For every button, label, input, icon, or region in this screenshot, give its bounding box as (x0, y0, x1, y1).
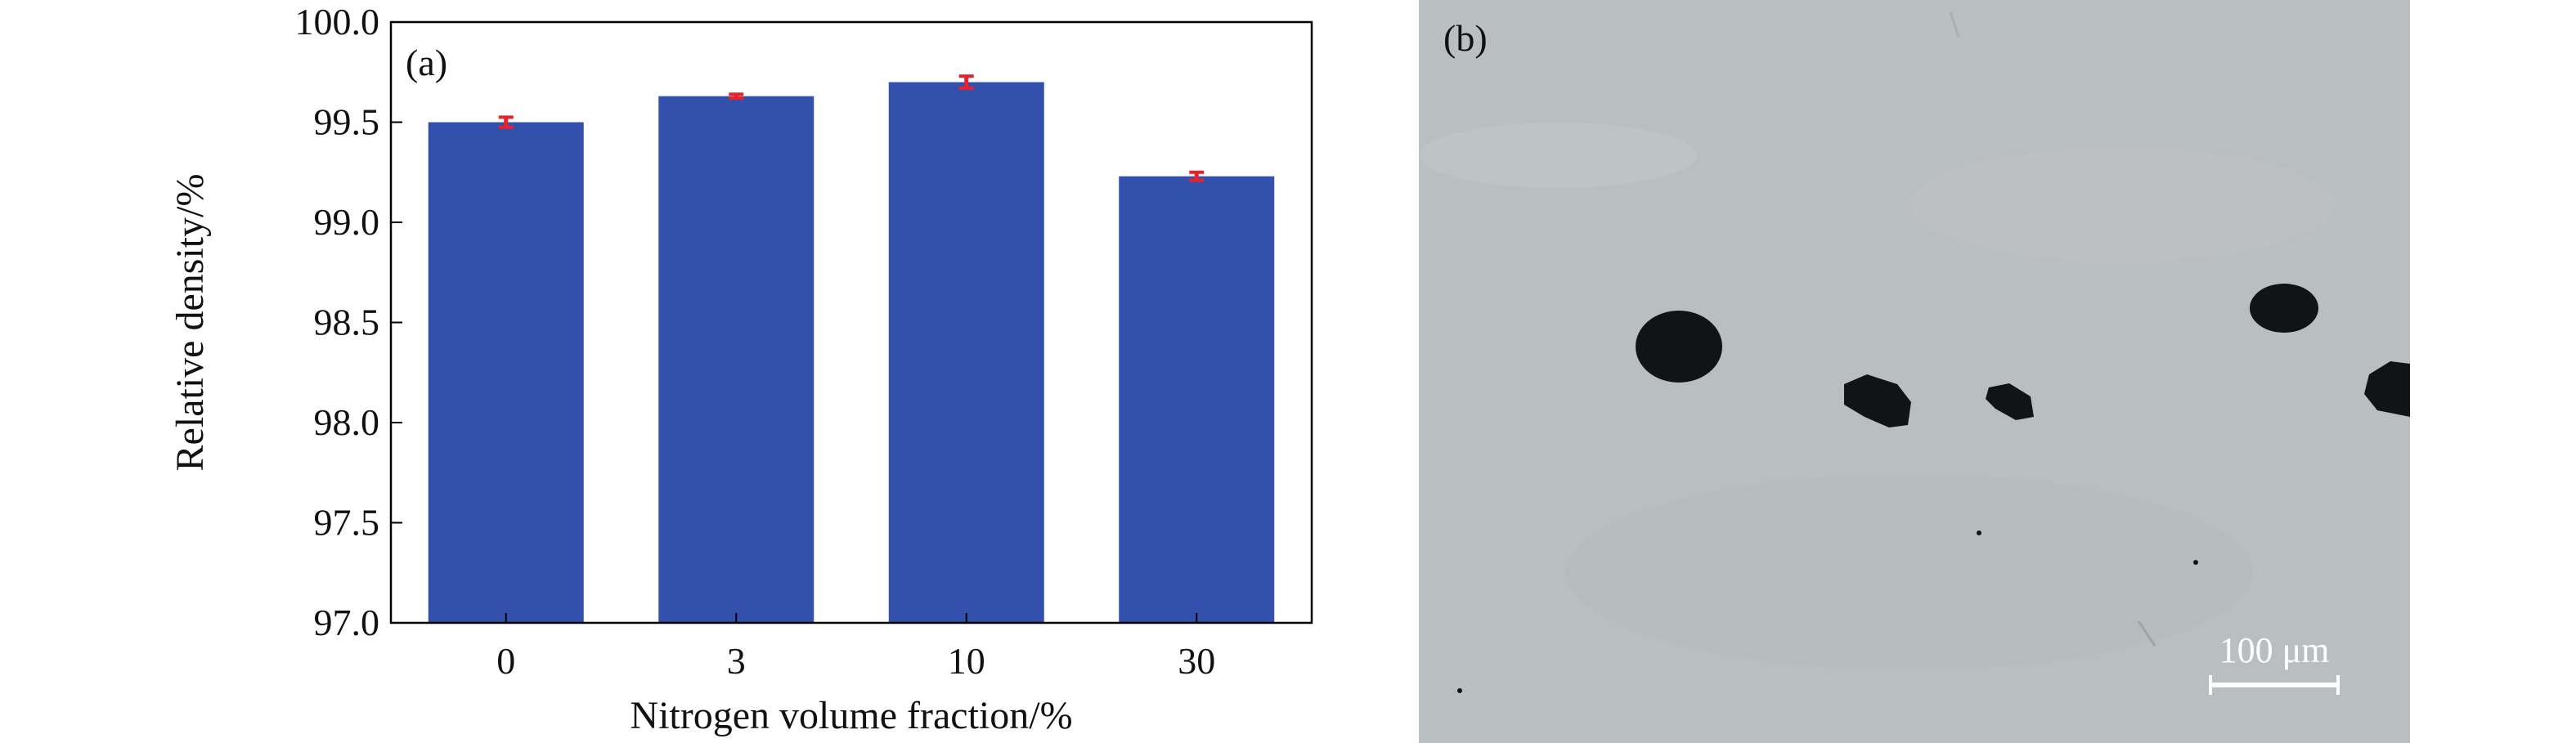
x-tick-label: 3 (727, 640, 746, 682)
x-tick-label: 30 (1178, 640, 1215, 682)
y-axis-label: Relative density/% (168, 174, 212, 472)
pore (1977, 530, 1981, 535)
scratch (1949, 11, 1960, 38)
pores (1457, 284, 2410, 693)
surface-stain (1566, 474, 2253, 670)
scratch (2137, 620, 2156, 647)
panel-label-a: (a) (406, 42, 447, 83)
micrograph-panel: 100 μm (b) (1419, 0, 2410, 743)
bar (658, 96, 815, 623)
pore (2250, 284, 2318, 333)
y-tick-label: 98.5 (314, 302, 380, 343)
pore (1457, 688, 1462, 693)
pore (1636, 311, 1722, 383)
scale-bar-label: 100 μm (2219, 630, 2330, 670)
y-tick-label: 98.0 (314, 401, 380, 443)
pore (1986, 383, 2034, 420)
x-axis-label: Nitrogen volume fraction/% (630, 694, 1072, 737)
y-tick-label: 99.0 (314, 201, 380, 243)
pore (1844, 374, 1911, 427)
bar (1119, 176, 1275, 623)
scale-bar: 100 μm (2209, 630, 2340, 695)
x-tick-label: 10 (948, 640, 985, 682)
y-tick-label: 100.0 (295, 1, 380, 43)
pore (2364, 361, 2410, 417)
y-tick-label: 99.5 (314, 101, 380, 143)
bar (428, 122, 584, 623)
x-tick-label: 0 (496, 640, 515, 682)
bar (888, 82, 1044, 623)
y-tick-label: 97.5 (314, 502, 380, 544)
surface-stain (1419, 123, 1697, 188)
y-tick-label: 97.0 (314, 602, 380, 643)
surface-stain (1910, 147, 2335, 262)
chart-layer: 0 3 10 30 97.0 97.5 98.0 98.5 99.0 99.5 100.0 Nitro… (168, 1, 1313, 737)
pore (2193, 560, 2198, 565)
panel-label-b: (b) (1443, 17, 1488, 59)
